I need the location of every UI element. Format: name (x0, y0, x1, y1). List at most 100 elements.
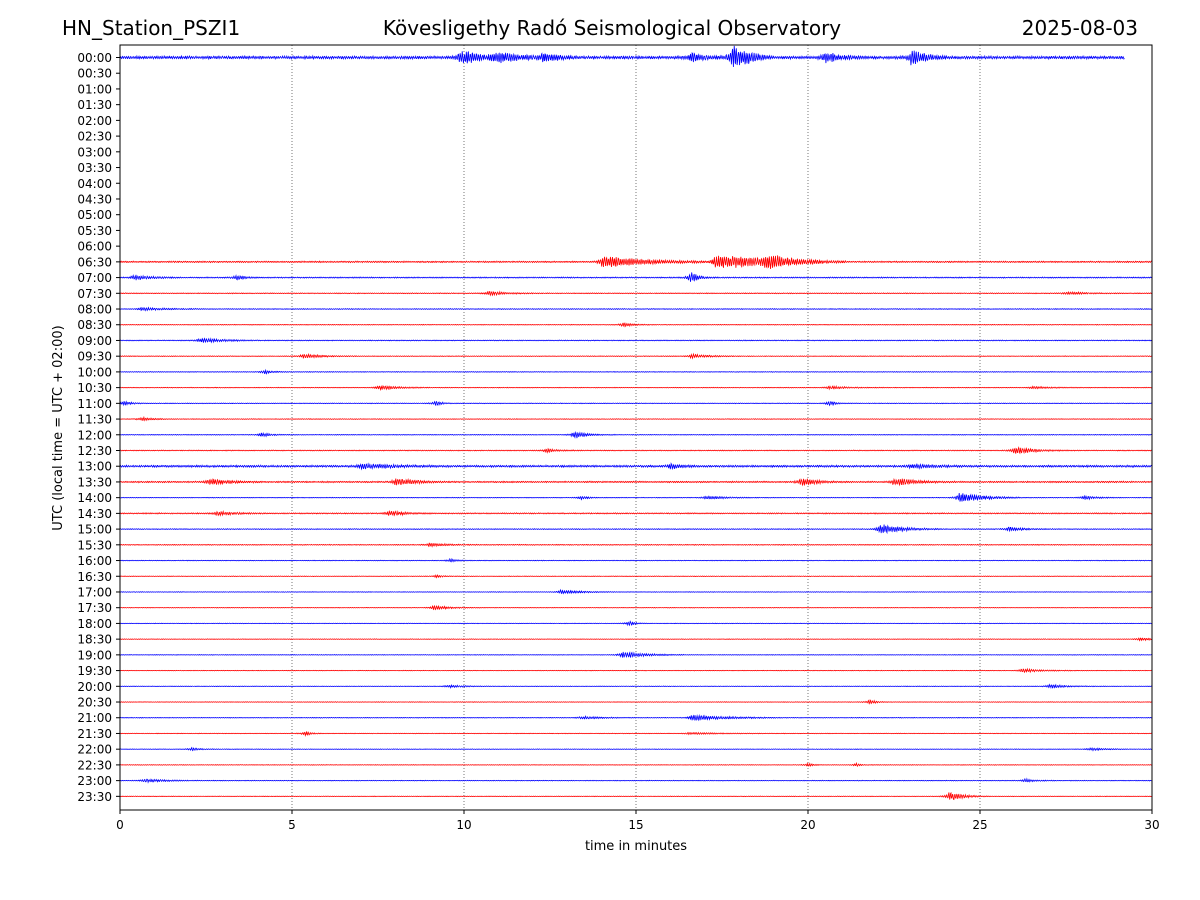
trace-1100 (119, 400, 1152, 407)
y-tick-label: 12:00 (77, 428, 112, 442)
trace-2030 (119, 699, 1152, 705)
x-tick-label: 20 (800, 818, 815, 832)
trace-1830 (119, 637, 1152, 642)
y-tick-label: 14:30 (77, 507, 112, 521)
y-tick-label: 17:30 (77, 601, 112, 615)
trace-1500 (119, 524, 1152, 535)
y-tick-label: 00:30 (77, 67, 112, 81)
y-tick-label: 18:00 (77, 617, 112, 631)
y-tick-label: 23:00 (77, 774, 112, 788)
trace-0900 (119, 337, 1152, 344)
y-tick-label: 16:30 (77, 570, 112, 584)
trace-0800 (119, 306, 1152, 312)
x-tick-label: 25 (972, 818, 987, 832)
x-tick-label: 0 (116, 818, 124, 832)
y-tick-label: 13:00 (77, 460, 112, 474)
trace-2230 (119, 761, 1152, 767)
trace-1900 (119, 651, 1152, 658)
y-tick-label: 07:30 (77, 287, 112, 301)
trace-1000 (119, 368, 1152, 375)
trace-2000 (119, 683, 1152, 690)
trace-1230 (119, 446, 1152, 455)
y-tick-label: 11:00 (77, 397, 112, 411)
trace-1430 (119, 509, 1152, 517)
trace-1600 (119, 557, 1152, 563)
date-title: 2025-08-03 (1022, 16, 1138, 40)
trace-1330 (119, 477, 1152, 487)
trace-1930 (119, 667, 1152, 674)
y-tick-label: 18:30 (77, 633, 112, 647)
y-tick-label: 10:00 (77, 365, 112, 379)
y-tick-label: 21:00 (77, 711, 112, 725)
y-tick-label: 21:30 (77, 727, 112, 741)
y-tick-label: 04:30 (77, 192, 112, 206)
y-tick-label: 06:30 (77, 255, 112, 269)
y-tick-label: 02:00 (77, 114, 112, 128)
y-tick-label: 01:00 (77, 82, 112, 96)
y-tick-label: 14:00 (77, 491, 112, 505)
trace-0700 (119, 272, 1152, 282)
y-tick-label: 15:00 (77, 523, 112, 537)
x-tick-label: 15 (628, 818, 643, 832)
y-tick-label: 13:30 (77, 475, 112, 489)
y-tick-label: 06:00 (77, 240, 112, 254)
y-tick-label: 00:00 (77, 51, 112, 65)
y-tick-label: 03:30 (77, 161, 112, 175)
y-tick-label: 20:00 (77, 680, 112, 694)
y-tick-label: 12:30 (77, 444, 112, 458)
trace-0930 (119, 352, 1152, 360)
y-tick-label: 08:30 (77, 318, 112, 332)
trace-1800 (119, 620, 1152, 627)
y-tick-label: 19:30 (77, 664, 112, 678)
y-tick-label: 04:00 (77, 177, 112, 191)
y-tick-label: 08:00 (77, 303, 112, 317)
trace-1200 (119, 431, 1152, 439)
y-tick-label: 05:00 (77, 208, 112, 222)
trace-2100 (119, 713, 1152, 722)
y-tick-label: 09:30 (77, 350, 112, 364)
trace-1030 (119, 384, 1152, 392)
x-tick-label: 30 (1144, 818, 1159, 832)
trace-0630 (119, 255, 1152, 270)
trace-1400 (119, 493, 1152, 502)
y-tick-label: 22:00 (77, 743, 112, 757)
trace-2300 (119, 777, 1152, 784)
y-tick-label: 17:00 (77, 585, 112, 599)
x-tick-label: 5 (288, 818, 296, 832)
trace-0730 (119, 290, 1152, 297)
trace-2200 (119, 746, 1152, 752)
x-tick-label: 10 (456, 818, 471, 832)
y-axis-label: UTC (local time = UTC + 02:00) (51, 325, 66, 530)
trace-1300 (119, 462, 1152, 471)
trace-2130 (119, 730, 1152, 737)
y-tick-label: 20:30 (77, 696, 112, 710)
observatory-title: Kövesligethy Radó Seismological Observat… (383, 16, 841, 40)
x-axis-label: time in minutes (585, 839, 687, 854)
x-axis-ticks: 0 5 10 15 20 25 30 (116, 810, 1160, 832)
trace-0000 (119, 45, 1125, 67)
trace-0830 (119, 322, 1152, 328)
trace-1730 (119, 604, 1152, 611)
y-tick-label: 15:30 (77, 538, 112, 552)
y-tick-label: 23:30 (77, 790, 112, 804)
trace-1130 (119, 415, 1152, 422)
y-tick-label: 22:30 (77, 758, 112, 772)
trace-2330 (119, 791, 1152, 801)
y-tick-label: 16:00 (77, 554, 112, 568)
y-tick-label: 19:00 (77, 648, 112, 662)
y-tick-label: 02:30 (77, 130, 112, 144)
trace-1530 (119, 542, 1152, 548)
y-tick-label: 05:30 (77, 224, 112, 238)
y-tick-label: 11:30 (77, 413, 112, 427)
trace-layer (119, 45, 1152, 801)
y-tick-label: 07:00 (77, 271, 112, 285)
y-tick-label: 10:30 (77, 381, 112, 395)
trace-1700 (119, 588, 1152, 595)
y-tick-label: 03:00 (77, 145, 112, 159)
y-tick-label: 09:00 (77, 334, 112, 348)
y-tick-label: 01:30 (77, 98, 112, 112)
trace-1630 (119, 574, 1152, 579)
vertical-gridlines (291, 45, 981, 810)
